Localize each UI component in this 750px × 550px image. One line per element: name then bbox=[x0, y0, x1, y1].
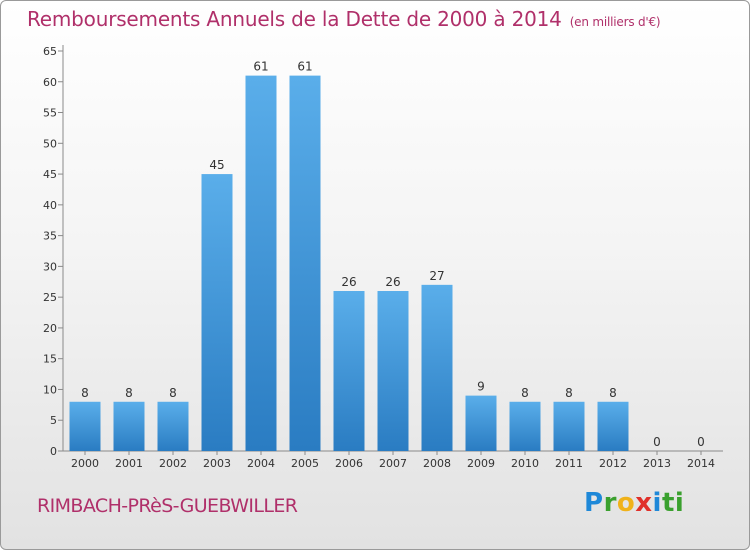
data-label-2001: 8 bbox=[125, 386, 133, 400]
x-tick-label: 2003 bbox=[203, 457, 231, 470]
place-name: RIMBACH-PRèS-GUEBWILLER bbox=[37, 495, 298, 517]
logo-letter: x bbox=[635, 488, 653, 518]
data-label-2006: 26 bbox=[341, 275, 356, 289]
x-tick-label: 2014 bbox=[687, 457, 715, 470]
y-tick-label: 60 bbox=[43, 76, 57, 89]
x-tick-label: 2010 bbox=[511, 457, 539, 470]
y-tick-label: 25 bbox=[43, 291, 57, 304]
data-label-2002: 8 bbox=[169, 386, 177, 400]
y-tick-label: 65 bbox=[43, 45, 57, 58]
logo-letter: ti bbox=[661, 488, 685, 518]
data-label-2009: 9 bbox=[477, 380, 485, 394]
y-tick-label: 40 bbox=[43, 199, 57, 212]
bars bbox=[69, 75, 629, 452]
data-label-2013: 0 bbox=[653, 435, 661, 449]
x-tick-label: 2007 bbox=[379, 457, 407, 470]
data-label-2003: 45 bbox=[209, 158, 224, 172]
chart-title-text: Remboursements Annuels de la Dette de 20… bbox=[27, 7, 562, 31]
bar-2004 bbox=[245, 75, 277, 451]
bar-2001 bbox=[113, 401, 145, 451]
bar-2006 bbox=[333, 291, 365, 451]
data-label-2004: 61 bbox=[253, 60, 268, 74]
logo-letter: r bbox=[603, 488, 617, 518]
data-label-2012: 8 bbox=[609, 386, 617, 400]
bar-2000 bbox=[69, 401, 101, 451]
y-tick-label: 5 bbox=[50, 414, 57, 427]
y-tick-label: 55 bbox=[43, 107, 57, 120]
y-tick-label: 35 bbox=[43, 230, 57, 243]
y-tick-label: 10 bbox=[43, 383, 57, 396]
y-tick-label: 50 bbox=[43, 137, 57, 150]
bar-2005 bbox=[289, 75, 321, 451]
proxiti-logo: Proxiti bbox=[584, 488, 684, 518]
logo-letter: P bbox=[584, 488, 604, 518]
y-tick-label: 20 bbox=[43, 322, 57, 335]
x-tick-label: 2004 bbox=[247, 457, 275, 470]
y-axis: 0 5 10 15 20 25 30 35 40 45 50 55 60 65 bbox=[43, 45, 64, 458]
data-label-2007: 26 bbox=[385, 275, 400, 289]
x-tick-label: 2011 bbox=[555, 457, 583, 470]
data-label-2010: 8 bbox=[521, 386, 529, 400]
bar-2008 bbox=[421, 284, 453, 451]
x-tick-label: 2009 bbox=[467, 457, 495, 470]
bar-2012 bbox=[597, 401, 629, 451]
data-label-2008: 27 bbox=[429, 269, 444, 283]
logo-letter: o bbox=[616, 488, 636, 518]
data-label-2005: 61 bbox=[297, 60, 312, 74]
logo-letter: i bbox=[652, 488, 662, 518]
x-tick-label: 2013 bbox=[643, 457, 671, 470]
chart-unit: (en milliers d'€) bbox=[569, 15, 661, 29]
x-tick-label: 2012 bbox=[599, 457, 627, 470]
data-labels: 8 8 8 45 61 61 26 26 27 9 8 8 8 0 0 bbox=[81, 60, 705, 449]
chart-title: Remboursements Annuels de la Dette de 20… bbox=[27, 7, 661, 31]
y-tick-label: 0 bbox=[50, 445, 57, 458]
bar-2009 bbox=[465, 395, 497, 451]
y-tick-label: 45 bbox=[43, 168, 57, 181]
x-tick-label: 2002 bbox=[159, 457, 187, 470]
y-tick-label: 30 bbox=[43, 260, 57, 273]
bar-2003 bbox=[201, 174, 233, 452]
x-axis: 2000 2001 2002 2003 2004 2005 2006 2007 2008 2009… bbox=[63, 450, 723, 470]
data-label-2011: 8 bbox=[565, 386, 573, 400]
bar-2007 bbox=[377, 291, 409, 451]
bar-2010 bbox=[509, 401, 541, 451]
bar-2011 bbox=[553, 401, 585, 451]
x-tick-label: 2000 bbox=[71, 457, 99, 470]
data-label-2000: 8 bbox=[81, 386, 89, 400]
y-tick-label: 15 bbox=[43, 353, 57, 366]
data-label-2014: 0 bbox=[697, 435, 705, 449]
x-tick-label: 2005 bbox=[291, 457, 319, 470]
x-tick-label: 2008 bbox=[423, 457, 451, 470]
x-tick-label: 2001 bbox=[115, 457, 143, 470]
x-tick-label: 2006 bbox=[335, 457, 363, 470]
bar-2002 bbox=[157, 401, 189, 451]
